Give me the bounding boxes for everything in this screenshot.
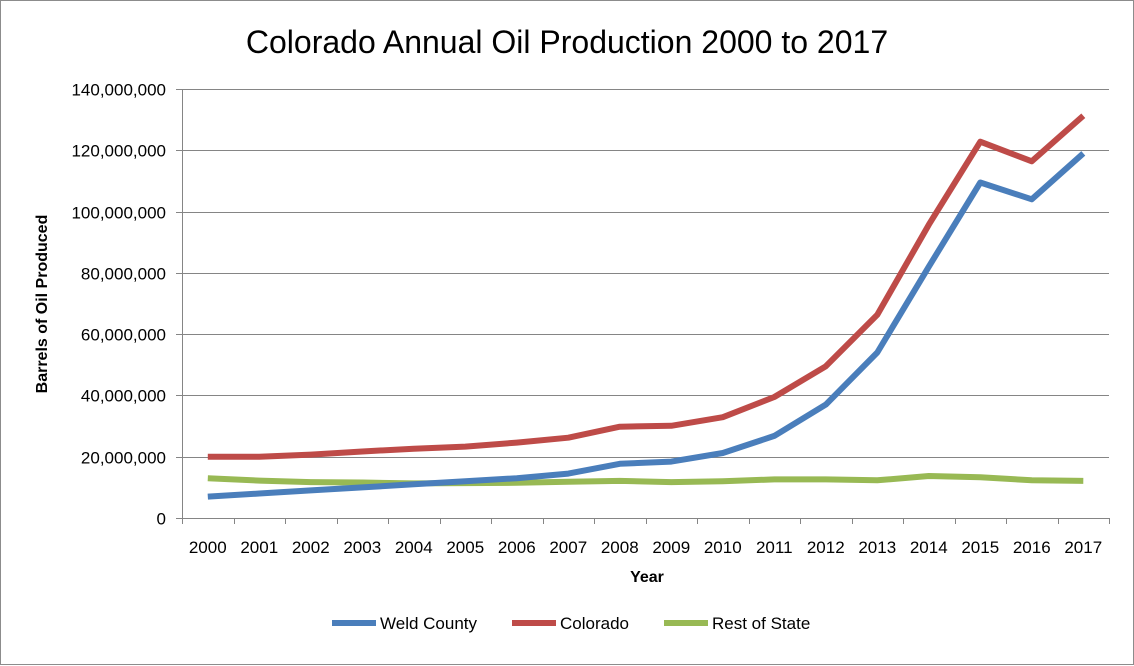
x-tick-label: 2003 [343,538,381,557]
x-tick-label: 2014 [910,538,948,557]
x-tick-label: 2009 [652,538,690,557]
y-tick-label: 120,000,000 [71,142,166,161]
x-tick-label: 2001 [240,538,278,557]
y-tick-label: 40,000,000 [81,387,166,406]
chart-title: Colorado Annual Oil Production 2000 to 2… [246,24,888,60]
x-tick-label: 2012 [807,538,845,557]
x-tick-label: 2002 [292,538,330,557]
series-lines [207,113,1086,500]
y-tick-label: 60,000,000 [81,326,166,345]
gridlines [182,89,1109,458]
y-axis-title: Barrels of Oil Produced [34,215,51,394]
series-line-weld-county [207,151,1086,500]
x-tick-label: 2017 [1064,538,1102,557]
x-tick-label: 2007 [549,538,587,557]
y-tick-label: 140,000,000 [71,81,166,100]
x-tick-label: 2006 [498,538,536,557]
x-axis-title: Year [630,569,664,586]
axes [176,89,1110,524]
y-tick-label: 20,000,000 [81,449,166,468]
y-tick-label: 100,000,000 [71,204,166,223]
x-tick-label: 2005 [446,538,484,557]
legend-label-colorado: Colorado [560,614,629,633]
x-tick-label: 2016 [1013,538,1051,557]
x-tick-label: 2013 [858,538,896,557]
series-line-rest-of-state [207,473,1084,487]
y-tick-labels: 0 20,000,000 40,000,000 60,000,000 80,000,00… [71,81,166,529]
y-tick-label: 80,000,000 [81,265,166,284]
x-tick-label: 2008 [601,538,639,557]
legend-label-rest-of-state: Rest of State [712,614,810,633]
x-tick-label: 2004 [395,538,433,557]
x-tick-label: 2000 [189,538,227,557]
y-tick-label: 0 [157,510,166,529]
legend: Weld County Colorado Rest of State [332,614,810,633]
series-line-colorado [207,113,1086,460]
x-tick-labels: 2000 2001 2002 2003 2004 2005 2006 2007 2008 2009… [189,538,1102,557]
x-tick-label: 2011 [756,538,793,557]
x-tick-label: 2015 [961,538,999,557]
x-tick-label: 2010 [704,538,742,557]
legend-label-weld-county: Weld County [380,614,478,633]
